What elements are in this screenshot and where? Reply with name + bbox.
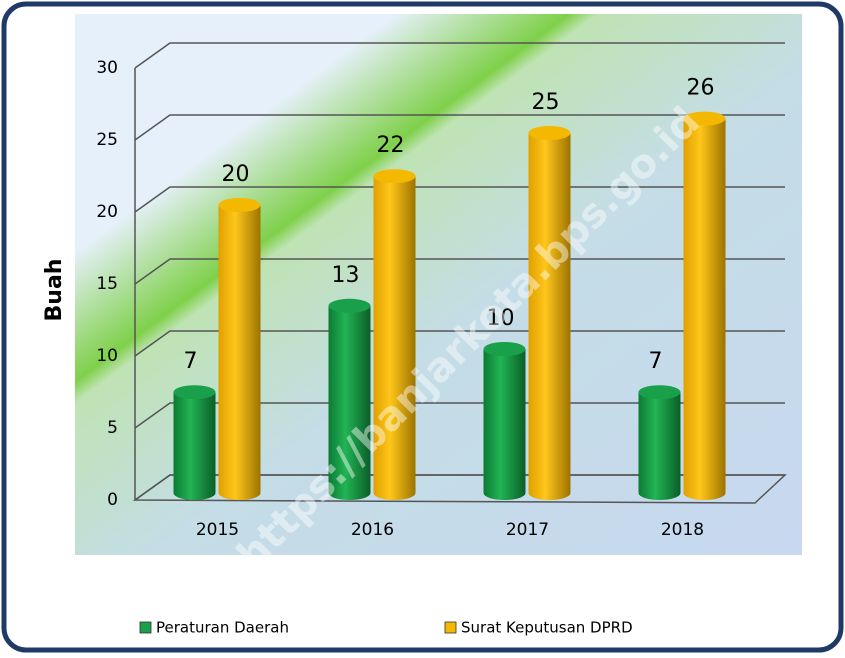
bar [528, 133, 571, 493]
legend-label: Peraturan Daerah [156, 619, 289, 637]
x-tick-label: 2018 [661, 520, 704, 540]
bar-bottom [218, 486, 261, 500]
bar [328, 305, 371, 493]
data-label: 25 [532, 90, 560, 115]
x-tick-label: 2017 [506, 520, 549, 540]
grid-line [134, 258, 785, 285]
bar-top [373, 169, 416, 184]
x-tick-label: 2016 [351, 520, 394, 540]
bar [638, 392, 681, 493]
bar [373, 176, 416, 493]
y-tick-label: 10 [96, 346, 118, 366]
bar [483, 349, 526, 493]
bar-top [528, 126, 571, 140]
bar [218, 205, 261, 493]
floor [132, 474, 787, 504]
y-axis-label: Buah [42, 259, 67, 322]
data-label: 20 [222, 162, 250, 187]
y-tick-label: 25 [96, 130, 118, 150]
grid-line [134, 186, 785, 213]
bar [173, 392, 216, 493]
bar-bottom [483, 486, 526, 500]
y-tick-label: 30 [96, 58, 118, 78]
legend-label: Surat Keputusan DPRD [461, 619, 633, 637]
data-label: 26 [687, 76, 715, 101]
grid-line [134, 330, 785, 357]
grid-line [134, 42, 785, 69]
bar-bottom [173, 486, 216, 500]
data-label: 22 [377, 133, 405, 158]
y-tick-label: 15 [96, 274, 118, 294]
bar-bottom [528, 486, 571, 500]
bar-top [638, 385, 681, 400]
x-tick-label: 2015 [196, 520, 239, 540]
data-label: 7 [184, 349, 198, 374]
grid-line [134, 402, 785, 429]
bar-bottom [328, 486, 371, 500]
bar-top [483, 342, 526, 356]
y-tick-label: 0 [107, 490, 118, 510]
data-label: 13 [332, 263, 360, 288]
data-label: 10 [487, 306, 515, 331]
bar-top [173, 385, 216, 400]
data-label: 7 [649, 349, 663, 374]
y-tick-label: 20 [96, 202, 118, 222]
bar-top [683, 111, 726, 126]
bar-bottom [638, 486, 681, 500]
bar-top [328, 298, 371, 313]
y-tick-label: 5 [107, 418, 118, 438]
legend-swatch [139, 621, 152, 634]
bar [683, 118, 726, 493]
grid-line [134, 114, 785, 141]
bar-top [218, 198, 261, 212]
bar-bottom [683, 486, 726, 500]
legend-swatch [444, 621, 457, 634]
bar-bottom [373, 486, 416, 500]
